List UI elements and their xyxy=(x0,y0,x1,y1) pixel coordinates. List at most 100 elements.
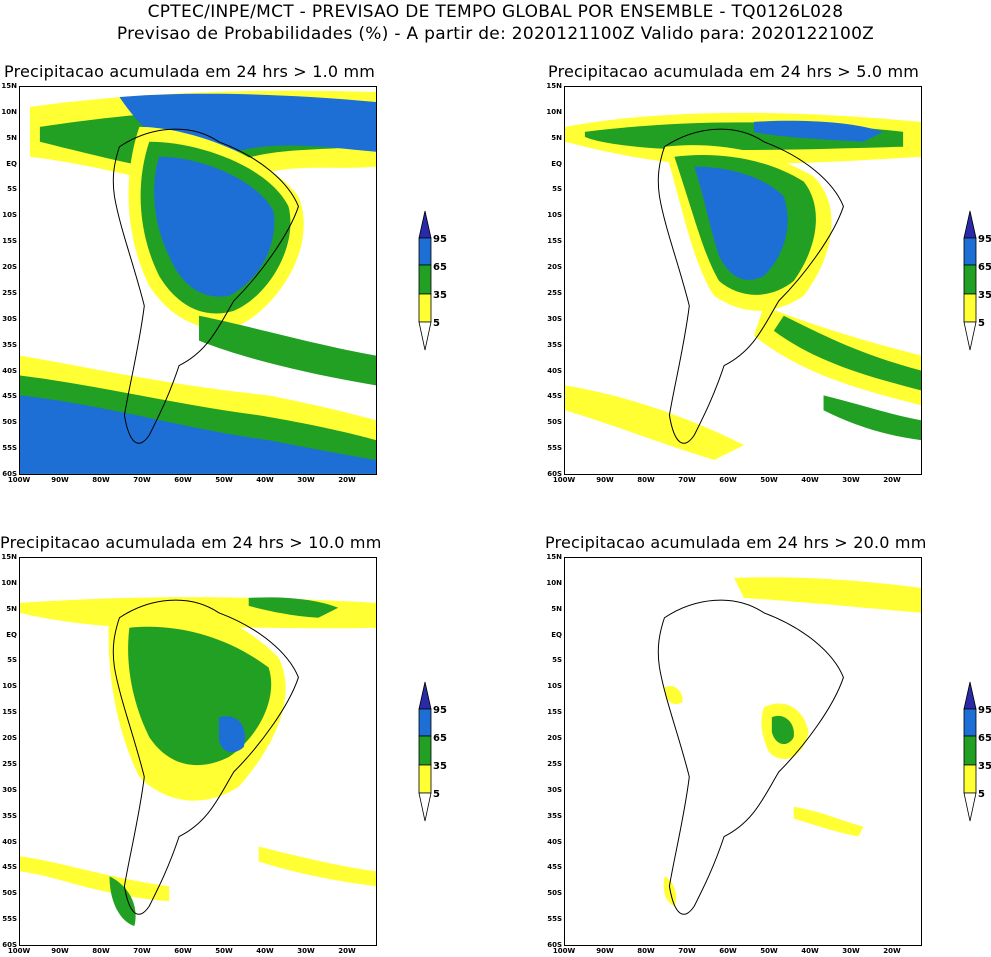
precip-field-2 xyxy=(565,87,921,474)
lat-label: 25S xyxy=(547,288,562,297)
precip-field-1 xyxy=(20,87,376,474)
lat-label: 15N xyxy=(1,82,17,90)
lat-label: 20S xyxy=(2,734,17,743)
precip-field-4 xyxy=(565,558,921,945)
header-title: CPTEC/INPE/MCT - PREVISAO DE TEMPO GLOBA… xyxy=(147,2,844,22)
colorbar-segment-35 xyxy=(418,735,432,766)
colorbar-label: 5 xyxy=(433,789,440,800)
lat-label: 35S xyxy=(2,811,17,820)
colorbar-segment-0 xyxy=(963,321,977,351)
colorbar-graphic xyxy=(418,210,432,351)
lat-label: 5S xyxy=(552,656,562,665)
colorbar-label: 95 xyxy=(433,705,447,716)
lat-label: 15N xyxy=(1,553,17,561)
colorbar-segment-5 xyxy=(418,293,432,323)
colorbar-segment-35 xyxy=(963,735,977,766)
colorbar-graphic xyxy=(963,681,977,822)
colorbar-segment-65 xyxy=(418,708,432,737)
colorbar-segment-95 xyxy=(418,681,432,710)
lon-label: 90W xyxy=(51,476,69,484)
lon-label: 70W xyxy=(678,947,696,955)
lat-label: 20S xyxy=(2,263,17,272)
lat-label: EQ xyxy=(6,630,17,639)
colorbar-label: 5 xyxy=(978,789,985,800)
lon-label: 80W xyxy=(637,947,655,955)
lat-label: 50S xyxy=(547,418,562,427)
map-panel-4 xyxy=(564,557,922,946)
lon-label: 20W xyxy=(338,947,356,955)
lat-label: 5N xyxy=(6,604,17,613)
colorbar-segment-95 xyxy=(963,210,977,239)
lat-label: 55S xyxy=(2,444,17,453)
lat-label: EQ xyxy=(551,159,562,168)
continent-outline-2 xyxy=(657,128,844,444)
colorbar-label: 5 xyxy=(978,318,985,329)
lat-label: 15S xyxy=(547,237,562,246)
colorbar-segment-65 xyxy=(418,237,432,266)
colorbar: 95 65 35 5 xyxy=(963,210,991,360)
colorbar-graphic xyxy=(963,210,977,351)
lat-label: 10S xyxy=(2,682,17,691)
lat-label: 30S xyxy=(2,785,17,794)
lat-label: 55S xyxy=(2,915,17,924)
colorbar-segment-5 xyxy=(963,293,977,323)
lat-label: 40S xyxy=(547,366,562,375)
lon-label: 50W xyxy=(760,476,778,484)
lon-label: 20W xyxy=(883,947,901,955)
lon-label: 20W xyxy=(338,476,356,484)
continent-outline-4 xyxy=(657,599,844,915)
colorbar: 95 65 35 5 xyxy=(963,681,991,831)
lat-label: 5S xyxy=(552,185,562,194)
lon-label: 60W xyxy=(719,476,737,484)
lat-label: 5N xyxy=(551,604,562,613)
panel-title-1: Precipitacao acumulada em 24 hrs > 1.0 m… xyxy=(4,62,376,81)
lat-label: 60S xyxy=(547,470,562,478)
lat-label: 45S xyxy=(547,392,562,401)
colorbar-segment-65 xyxy=(963,708,977,737)
lat-label: 40S xyxy=(2,366,17,375)
lon-label: 100W xyxy=(7,476,31,484)
lat-label: 25S xyxy=(2,759,17,768)
lat-label: 10N xyxy=(546,107,562,116)
precip-field-3 xyxy=(20,558,376,945)
lat-label: 40S xyxy=(2,837,17,846)
colorbar-label: 35 xyxy=(978,290,991,301)
lon-label: 40W xyxy=(801,476,819,484)
colorbar-label: 35 xyxy=(978,761,991,772)
lon-label: 70W xyxy=(133,947,151,955)
lat-label: 15N xyxy=(546,82,562,90)
lat-label: 55S xyxy=(547,444,562,453)
lat-label: 30S xyxy=(547,785,562,794)
map-1-svg xyxy=(20,87,376,474)
lat-label: 45S xyxy=(2,863,17,872)
lon-label: 80W xyxy=(637,476,655,484)
colorbar-segment-0 xyxy=(418,321,432,351)
colorbar-label: 95 xyxy=(978,234,991,245)
lat-label: 5S xyxy=(7,185,17,194)
lat-label: 15S xyxy=(547,708,562,717)
lat-label: 50S xyxy=(2,889,17,898)
lon-label: 70W xyxy=(133,476,151,484)
lat-label: 45S xyxy=(547,863,562,872)
lon-label: 30W xyxy=(297,476,315,484)
map-panel-3 xyxy=(19,557,377,946)
colorbar-label: 65 xyxy=(433,262,447,273)
lon-label: 90W xyxy=(596,476,614,484)
lon-label: 90W xyxy=(596,947,614,955)
panel-title-2: Precipitacao acumulada em 24 hrs > 5.0 m… xyxy=(548,62,920,81)
lon-label: 90W xyxy=(51,947,69,955)
lon-label: 60W xyxy=(174,476,192,484)
lon-label: 30W xyxy=(842,476,860,484)
lat-label: 25S xyxy=(547,759,562,768)
lat-label: 35S xyxy=(547,340,562,349)
colorbar: 95 65 35 5 xyxy=(418,210,478,360)
lat-label: 10S xyxy=(547,211,562,220)
colorbar-label: 35 xyxy=(433,761,447,772)
lon-label: 20W xyxy=(883,476,901,484)
lat-label: 30S xyxy=(547,314,562,323)
lat-label: 50S xyxy=(2,418,17,427)
lat-label: 10S xyxy=(2,211,17,220)
lon-label: 60W xyxy=(174,947,192,955)
colorbar-segment-95 xyxy=(418,210,432,239)
header-subtitle: Previsao de Probabilidades (%) - A parti… xyxy=(116,24,875,44)
